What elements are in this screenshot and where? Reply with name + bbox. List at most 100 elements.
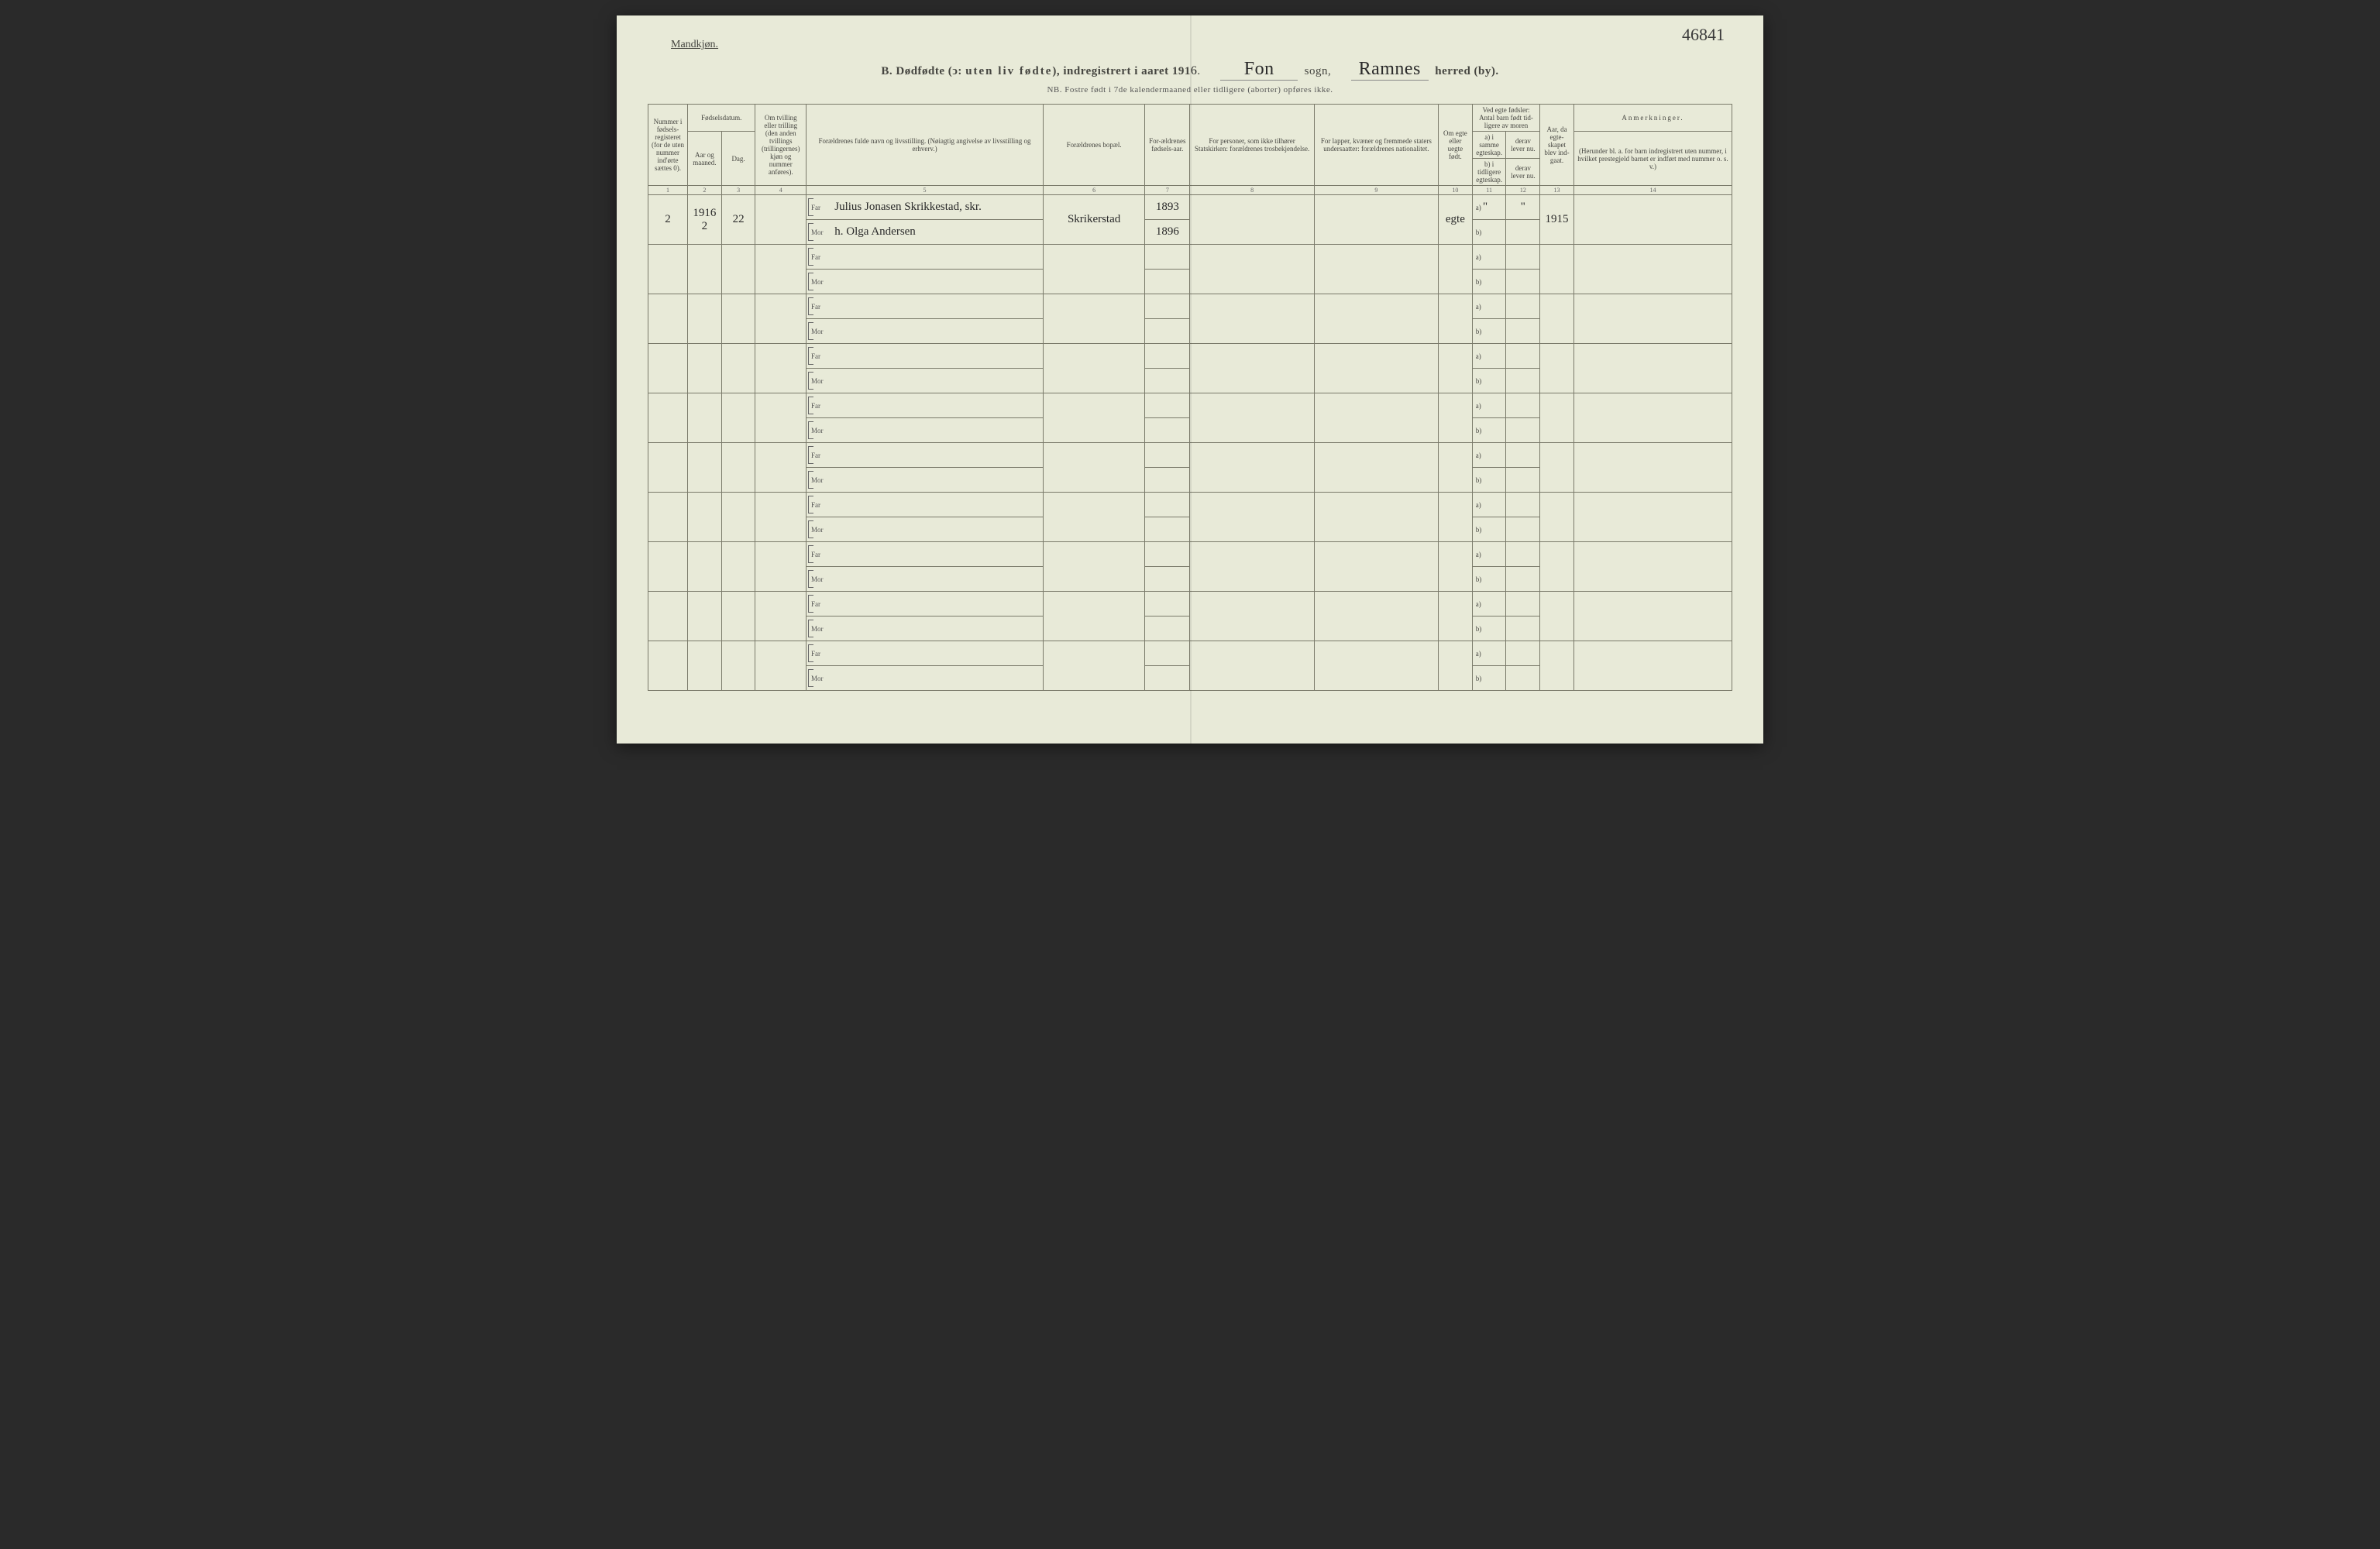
cell-day <box>721 542 755 592</box>
cell-mor-year <box>1145 418 1190 443</box>
cell-number <box>648 493 688 542</box>
herred-value: Ramnes <box>1351 59 1429 81</box>
cell-day <box>721 393 755 443</box>
cell-derav-a <box>1506 641 1540 666</box>
cell-far-year <box>1145 592 1190 617</box>
cell-far-name: Far <box>807 294 1044 319</box>
cell-year-month <box>687 542 721 592</box>
cell-bopael <box>1044 344 1145 393</box>
cell-egte <box>1439 344 1473 393</box>
cell-anm <box>1573 344 1732 393</box>
cell-anm <box>1573 294 1732 344</box>
cell-far-name: Far <box>807 344 1044 369</box>
cell-nat <box>1314 294 1438 344</box>
cell-nat <box>1314 195 1438 245</box>
cell-a: a) <box>1472 294 1506 319</box>
cell-a: a) <box>1472 393 1506 418</box>
cell-derav-b <box>1506 220 1540 245</box>
cell-derav-a <box>1506 393 1540 418</box>
cell-year-month <box>687 344 721 393</box>
cell-mor-name: Mor <box>807 369 1044 393</box>
cell-far-year <box>1145 493 1190 517</box>
cell-a: a) <box>1472 592 1506 617</box>
cell-far-year <box>1145 393 1190 418</box>
cell-egte <box>1439 493 1473 542</box>
cell-tros <box>1190 393 1314 443</box>
gender-label: Mandkjøn. <box>671 39 1732 51</box>
cell-anm <box>1573 592 1732 641</box>
cell-derav-a <box>1506 245 1540 270</box>
cell-mor-name: Mor <box>807 567 1044 592</box>
cell-day <box>721 493 755 542</box>
hdr-col10-group: Ved egte fødsler: Antal barn født tid-li… <box>1472 105 1539 132</box>
cell-far-name: Far Julius Jonasen Skrikkestad, skr. <box>807 195 1044 220</box>
hdr-col10c: derav lever nu. <box>1506 132 1540 159</box>
table-row-far: Far a) <box>648 542 1732 567</box>
cell-tros <box>1190 542 1314 592</box>
colnum: 1 <box>648 186 688 195</box>
cell-anm <box>1573 245 1732 294</box>
colnum: 4 <box>755 186 807 195</box>
cell-tros <box>1190 592 1314 641</box>
document-page: 46841 Mandkjøn. B. Dødfødte (ↄ: uten liv… <box>617 15 1763 744</box>
cell-number <box>648 592 688 641</box>
cell-mor-year <box>1145 567 1190 592</box>
cell-twin <box>755 294 807 344</box>
cell-number <box>648 641 688 691</box>
cell-mor-year <box>1145 369 1190 393</box>
hdr-col4: Forældrenes fulde navn og livsstilling. … <box>807 105 1044 186</box>
cell-anm <box>1573 195 1732 245</box>
cell-far-year <box>1145 443 1190 468</box>
cell-egte <box>1439 542 1473 592</box>
cell-year-married <box>1540 344 1574 393</box>
cell-tros <box>1190 294 1314 344</box>
cell-derav-b <box>1506 418 1540 443</box>
cell-year-month <box>687 245 721 294</box>
colnum: 8 <box>1190 186 1314 195</box>
cell-b: b) <box>1472 468 1506 493</box>
table-row-far: Far a) <box>648 245 1732 270</box>
cell-egte <box>1439 592 1473 641</box>
cell-mor-name: Mor <box>807 270 1044 294</box>
cell-mor-name: Mor h. Olga Andersen <box>807 220 1044 245</box>
cell-a: a) <box>1472 443 1506 468</box>
cell-anm <box>1573 641 1732 691</box>
title-line: B. Dødfødte (ↄ: uten liv fødte), indregi… <box>648 59 1732 81</box>
hdr-col12: Anmerkninger. <box>1573 105 1732 132</box>
cell-number <box>648 542 688 592</box>
cell-nat <box>1314 641 1438 691</box>
hdr-col7: For personer, som ikke tilhører Statskir… <box>1190 105 1314 186</box>
sub-note: NB. Fostre født i 7de kalendermaaned ell… <box>648 85 1732 94</box>
colnum: 7 <box>1145 186 1190 195</box>
cell-twin <box>755 344 807 393</box>
cell-far-year: 1893 <box>1145 195 1190 220</box>
cell-bopael <box>1044 542 1145 592</box>
cell-nat <box>1314 443 1438 493</box>
cell-number: 2 <box>648 195 688 245</box>
cell-year-married <box>1540 393 1574 443</box>
cell-number <box>648 245 688 294</box>
cell-derav-b <box>1506 468 1540 493</box>
table-row-far: Far a) <box>648 344 1732 369</box>
cell-b: b) <box>1472 220 1506 245</box>
cell-mor-year <box>1145 270 1190 294</box>
cell-a: a) <box>1472 542 1506 567</box>
cell-derav-b <box>1506 567 1540 592</box>
hdr-col9: Om egte eller uegte født. <box>1439 105 1473 186</box>
hdr-col5: Forældrenes bopæl. <box>1044 105 1145 186</box>
cell-derav-b <box>1506 319 1540 344</box>
table-row-far: Far a) <box>648 493 1732 517</box>
cell-year-married: 1915 <box>1540 195 1574 245</box>
hdr-col3: Om tvilling eller trilling (den anden tv… <box>755 105 807 186</box>
cell-mor-name: Mor <box>807 319 1044 344</box>
hdr-col2b: Dag. <box>721 132 755 186</box>
cell-a: a) " <box>1472 195 1506 220</box>
cell-year-month <box>687 493 721 542</box>
cell-tros <box>1190 443 1314 493</box>
cell-anm <box>1573 493 1732 542</box>
cell-year-married <box>1540 592 1574 641</box>
cell-nat <box>1314 542 1438 592</box>
hdr-col10d: derav lever nu. <box>1506 159 1540 186</box>
hdr-col11: Aar, da egte-skapet blev ind-gaat. <box>1540 105 1574 186</box>
cell-derav-b <box>1506 369 1540 393</box>
